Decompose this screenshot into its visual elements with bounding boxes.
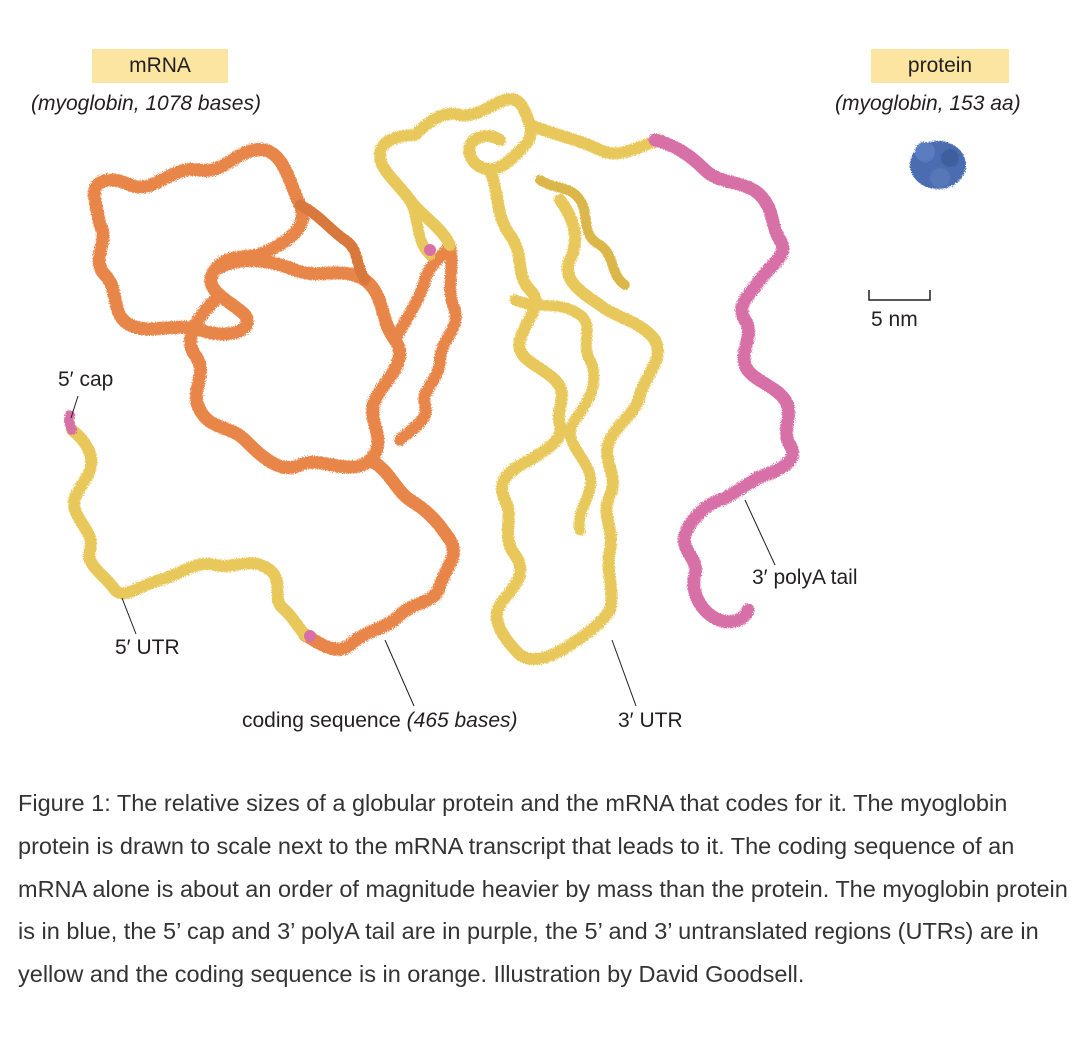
scale-bar (868, 290, 931, 301)
utr-strands (66, 93, 666, 666)
scale-bar-label: 5 nm (871, 308, 918, 331)
mrna-subtitle: (myoglobin, 1078 bases) (31, 92, 261, 115)
junction-marks (304, 244, 436, 642)
utr5-label: 5′ UTR (115, 636, 180, 659)
protein-blob (910, 141, 966, 189)
mrna-title: mRNA (92, 49, 228, 83)
cap5-label: 5′ cap (58, 368, 114, 391)
polya-tail-strand (64, 133, 799, 629)
leader-lines (70, 395, 776, 707)
figure-caption: Figure 1: The relative sizes of a globul… (18, 790, 1068, 988)
coding-sequence-strand (87, 142, 462, 656)
protein-subtitle: (myoglobin, 153 aa) (835, 92, 1021, 115)
coding-sequence-label: coding sequence (465 bases) (242, 709, 518, 733)
protein-title: protein (871, 49, 1009, 83)
coding-sequence-bases: (465 bases) (406, 709, 518, 732)
polya-label: 3′ polyA tail (752, 566, 858, 589)
utr3-label: 3′ UTR (618, 709, 683, 732)
coding-sequence-text: coding sequence (242, 709, 407, 732)
mrna-illustration (64, 93, 966, 707)
